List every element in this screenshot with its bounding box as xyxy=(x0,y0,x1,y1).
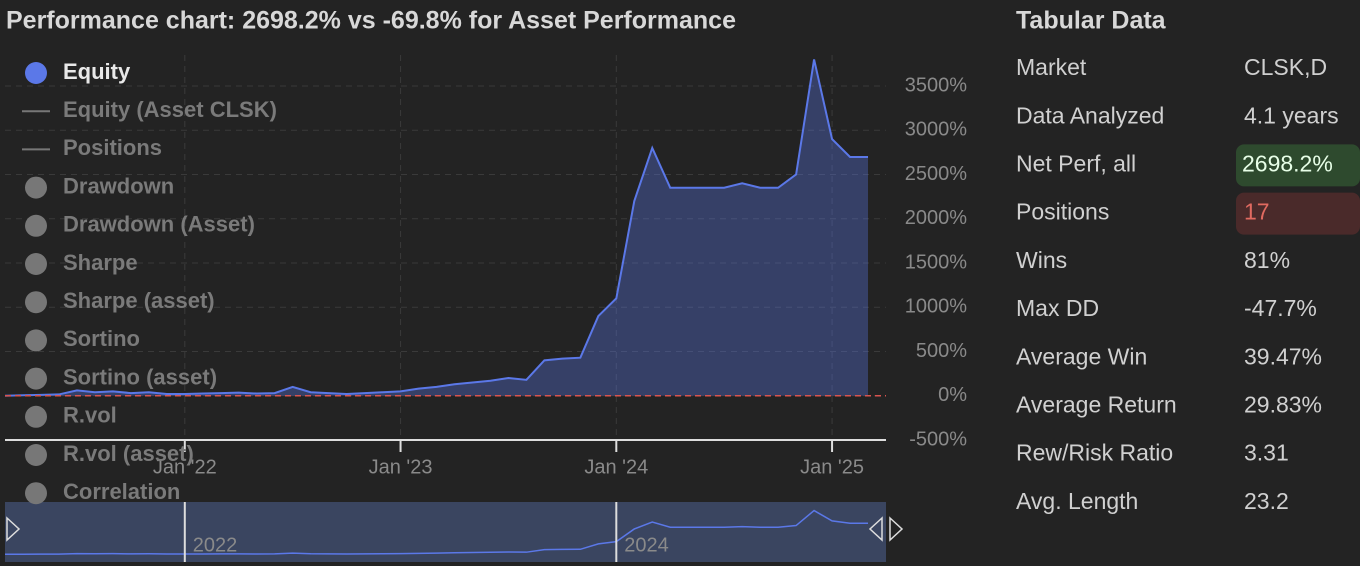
legend-marker xyxy=(25,329,47,352)
row-value: CLSK,D xyxy=(1244,54,1327,80)
table-title: Tabular Data xyxy=(1016,7,1167,35)
row-value: 29.83% xyxy=(1244,391,1322,417)
table: Market CLSK,D Data Analyzed 4.1 years Net Pe… xyxy=(1016,54,1360,514)
x-tick-label: Jan '24 xyxy=(584,456,648,478)
line xyxy=(4,509,869,556)
legend-label[interactable]: Sortino xyxy=(63,326,140,351)
row-value: 2698.2% xyxy=(1242,150,1333,176)
y-tick-label: 0% xyxy=(938,384,967,406)
legend-label[interactable]: Positions xyxy=(63,135,162,160)
legend-marker xyxy=(25,444,47,466)
x-tick-label: Jan '23 xyxy=(369,456,433,478)
area xyxy=(5,59,869,396)
legend-marker xyxy=(25,367,47,390)
row-label: Market xyxy=(1016,54,1087,80)
legend-label[interactable]: Equity xyxy=(63,59,131,84)
navigator-label: 2022 xyxy=(193,534,238,556)
legend-label[interactable]: Equity (Asset CLSK) xyxy=(63,97,277,122)
row-value: 3.31 xyxy=(1244,440,1289,466)
legend-marker xyxy=(25,214,47,237)
legend-label[interactable]: Drawdown xyxy=(63,173,174,198)
row-label: Rew/Risk Ratio xyxy=(1016,440,1173,466)
y-tick-label: -500% xyxy=(909,428,967,450)
y-tick-label: 1000% xyxy=(905,296,967,318)
row-label: Avg. Length xyxy=(1016,488,1138,514)
chart-title: Performance chart: 2698.2% vs -69.8% for… xyxy=(6,7,736,35)
y-tick-label: 500% xyxy=(916,340,967,362)
y-tick-label: 2000% xyxy=(905,207,967,229)
handle-right[interactable] xyxy=(868,516,904,542)
row-value: 4.1 years xyxy=(1244,102,1339,128)
legend-marker xyxy=(25,291,47,314)
legend-marker xyxy=(25,253,47,275)
legend-label[interactable]: Sortino (asset) xyxy=(63,364,217,389)
row-value: 17 xyxy=(1244,199,1270,225)
legend-label[interactable]: Correlation xyxy=(63,479,180,504)
handle-left[interactable] xyxy=(6,516,21,542)
navigator: 2022 2024 xyxy=(4,502,904,562)
legend-marker xyxy=(25,482,47,505)
row-value: 81% xyxy=(1244,247,1290,273)
line xyxy=(4,59,869,397)
row-label: Data Analyzed xyxy=(1016,102,1164,128)
y-tick-label: 2500% xyxy=(905,163,967,185)
x-tick-label: Jan '25 xyxy=(800,456,864,478)
navigator-label: 2024 xyxy=(624,534,669,556)
x-tick-label: Jan '22 xyxy=(153,456,217,478)
row-value: -47.7% xyxy=(1244,295,1317,321)
plot: -500% 0% 500% 1000% 1500% 2000% 2500% 3000% 3500… xyxy=(4,55,967,478)
legend: Equity Equity (Asset CLSK) Positions Drawdo… xyxy=(22,59,277,505)
row-label: Max DD xyxy=(1016,295,1099,321)
legend-label[interactable]: Drawdown (Asset) xyxy=(63,212,255,237)
row-label: Average Return xyxy=(1016,391,1177,417)
y-tick-label: 3000% xyxy=(905,119,967,141)
y-tick-label: 1500% xyxy=(905,251,967,273)
legend-label[interactable]: R.vol xyxy=(63,403,117,428)
row-label: Wins xyxy=(1016,247,1067,273)
legend-marker xyxy=(25,405,47,428)
row-value: 39.47% xyxy=(1244,343,1322,369)
row-label: Average Win xyxy=(1016,343,1147,369)
row-value: 23.2 xyxy=(1244,488,1289,514)
badge xyxy=(1236,144,1360,187)
legend-marker xyxy=(25,176,47,199)
navigator-bg xyxy=(5,502,886,562)
row-label: Net Perf, all xyxy=(1016,150,1136,176)
legend-label[interactable]: Sharpe (asset) xyxy=(63,288,215,313)
row-label: Positions xyxy=(1016,199,1109,225)
legend-label[interactable]: Sharpe xyxy=(63,250,138,275)
legend-label[interactable]: R.vol (asset) xyxy=(63,441,194,466)
y-tick-label: 3500% xyxy=(905,74,967,96)
badge xyxy=(1236,192,1360,235)
legend-marker xyxy=(25,62,47,84)
